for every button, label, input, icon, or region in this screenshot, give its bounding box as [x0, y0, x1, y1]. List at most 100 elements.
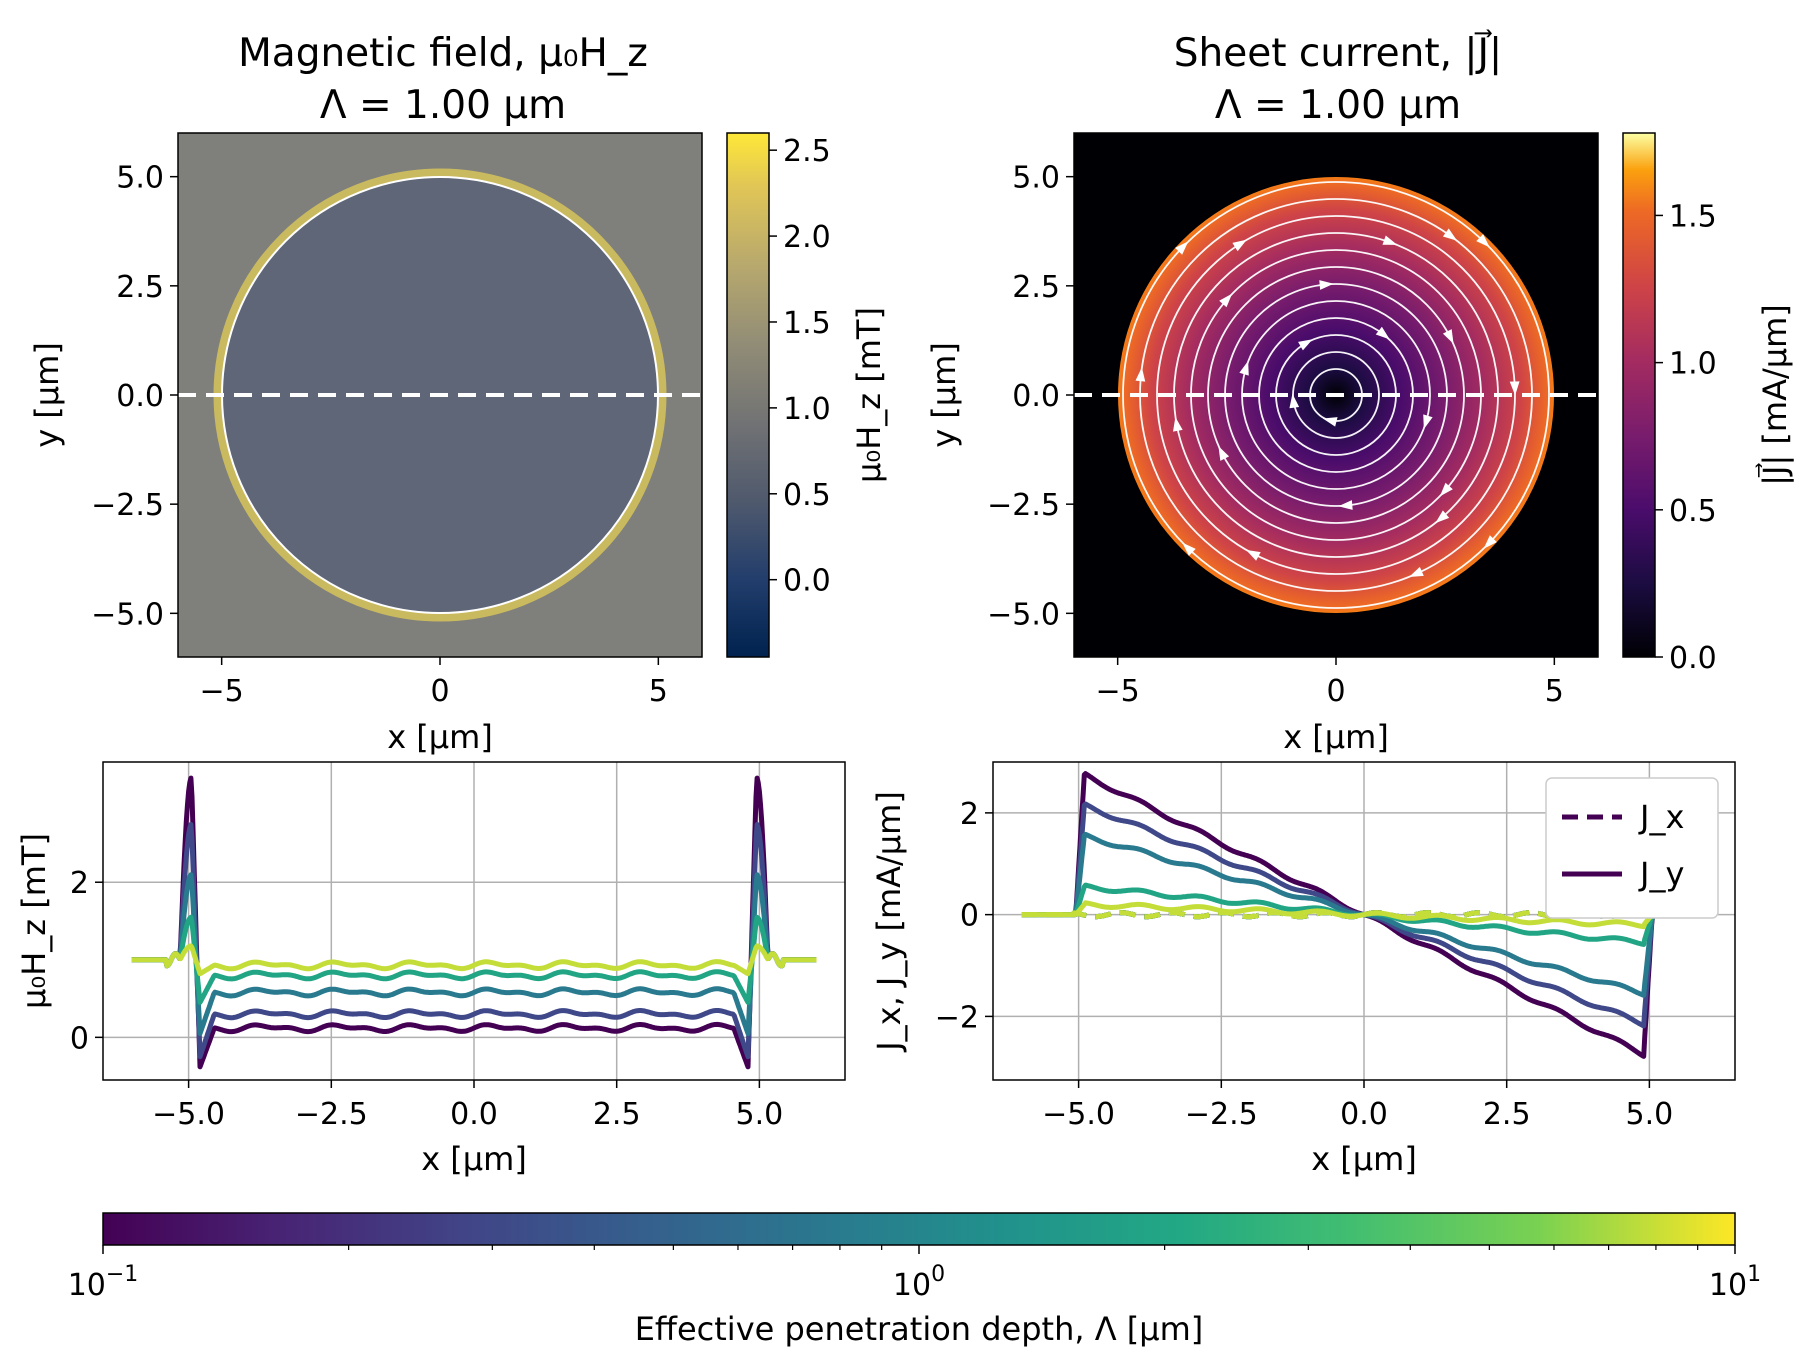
colorbar-tick-label: 100 — [893, 1262, 945, 1303]
streamline-arrow — [1298, 339, 1313, 351]
x-tick-label: 0.0 — [1340, 1097, 1388, 1132]
streamline-arrow — [1423, 414, 1433, 430]
y-tick-label: −2.5 — [91, 488, 164, 523]
panel4-ticks: −5.0 −2.5 0.0 2.5 5.0 −2 0 2 — [935, 797, 1673, 1132]
streamline-arrow — [1173, 416, 1183, 432]
y-tick-label: −2.5 — [987, 488, 1060, 523]
colorbar-tick-label: 2.5 — [783, 134, 831, 169]
streamline-arrow — [1289, 393, 1300, 409]
colorbar-tick-label: 101 — [1709, 1262, 1761, 1303]
field-colorbar-label: μ₀H_z [mT] — [850, 307, 888, 483]
x-tick-label: 0 — [1326, 674, 1345, 709]
legend-jx-label: J_x — [1638, 798, 1684, 836]
x-tick-label: 2.5 — [593, 1097, 641, 1132]
x-tick-label: 0.0 — [450, 1097, 498, 1132]
colorbar-tick-label: 0.0 — [783, 564, 831, 599]
panel1-ylabel: y [μm] — [28, 342, 66, 448]
legend: J_x J_y — [1545, 777, 1719, 919]
legend-box — [1545, 777, 1719, 919]
y-tick-label: 5.0 — [1012, 161, 1060, 196]
streamline-arrow — [1442, 228, 1458, 241]
y-tick-label: 0.0 — [1012, 379, 1060, 414]
jy-line — [1020, 900, 1708, 930]
x-tick-label: 2.5 — [1483, 1097, 1531, 1132]
streamline-arrow — [1182, 542, 1196, 556]
colorbar-label: Effective penetration depth, Λ [μm] — [635, 1310, 1204, 1348]
panel3-ticks: −5.0 −2.5 0.0 2.5 5.0 0 2 — [70, 866, 783, 1132]
magnetic-field-panel: Magnetic field, μ₀H_z Λ = 1.00 μm −5 0 5−5… — [28, 31, 888, 756]
colorbar-ticks: 10−1 100 101 — [68, 1245, 1761, 1303]
streamline-arrow — [1239, 360, 1249, 376]
x-tick-label: −5.0 — [1042, 1097, 1115, 1132]
x-tick-label: 5 — [1545, 674, 1564, 709]
x-tick-label: −2.5 — [295, 1097, 368, 1132]
colorbar-tick-label: 2.0 — [783, 220, 831, 255]
panel4-xlabel: x [μm] — [1311, 1140, 1417, 1178]
colorbar-tick-label: 0.5 — [1669, 494, 1717, 529]
panel2-ticks: −5 0 5 −5.0 −2.5 0.0 2.5 5.0 — [987, 161, 1564, 709]
current-colorbar — [1622, 132, 1656, 658]
y-tick-label: 0 — [70, 1021, 89, 1056]
streamline-arrow — [1246, 549, 1261, 561]
streamline-arrow — [1442, 329, 1454, 344]
current-linecut-panel: −5.0 −2.5 0.0 2.5 5.0 −2 0 2 x [μm] J_x, J_y [m… — [870, 761, 1736, 1178]
panel2-title-line1: Sheet current, |J⃗| — [1174, 29, 1502, 76]
current-colorbar-ticks: 0.0 0.5 1.0 1.5 — [1655, 199, 1717, 676]
colorbar-tick-label: 0.0 — [1669, 641, 1717, 676]
colorbar-tick-label: 0.5 — [783, 478, 831, 513]
streamline-arrow — [1476, 234, 1490, 248]
x-tick-label: 0 — [430, 674, 449, 709]
y-tick-label: −5.0 — [987, 597, 1060, 632]
x-tick-label: −5.0 — [152, 1097, 225, 1132]
streamline-arrow — [1439, 482, 1453, 497]
panel1-title-line1: Magnetic field, μ₀H_z — [238, 31, 648, 76]
streamline-arrow — [1219, 293, 1233, 308]
panel3-xlabel: x [μm] — [421, 1140, 527, 1178]
colorbar-tick-label: 1.5 — [1669, 199, 1717, 234]
streamline-arrow — [1322, 417, 1338, 427]
streamline-arrow — [1338, 500, 1353, 510]
y-tick-label: 2 — [960, 797, 979, 832]
field-profile-line — [130, 943, 818, 977]
streamline-arrow — [1375, 326, 1390, 340]
field-colorbar-ticks: 0.0 0.5 1.0 1.5 2.0 2.5 — [769, 134, 831, 599]
penetration-depth-colorbar: 10−1 100 101 Effective penetration depth, … — [68, 1212, 1761, 1348]
field-profile-line — [130, 914, 818, 1005]
field-colorbar — [726, 132, 770, 658]
x-tick-label: −5 — [1096, 674, 1140, 709]
y-tick-label: −5.0 — [91, 597, 164, 632]
y-tick-label: 2 — [70, 866, 89, 901]
panel3-series — [130, 775, 818, 1070]
streamline-arrow — [1483, 535, 1497, 549]
panel3-ylabel: μ₀H_z [mT] — [15, 833, 53, 1009]
x-tick-label: 5.0 — [1626, 1097, 1674, 1132]
y-tick-label: −2 — [935, 1000, 979, 1035]
legend-jy-label: J_y — [1638, 855, 1684, 893]
colorbar-tick-label: 10−1 — [68, 1262, 139, 1303]
panel1-xlabel: x [μm] — [387, 718, 493, 756]
streamline — [1207, 266, 1465, 524]
streamline-arrow — [1435, 510, 1450, 524]
field-linecut-panel: −5.0 −2.5 0.0 2.5 5.0 0 2 x [μm] μ₀H_z [mT] — [15, 761, 846, 1178]
x-tick-label: 5.0 — [736, 1097, 784, 1132]
colorbar-tick-label: 1.0 — [783, 392, 831, 427]
x-tick-label: −2.5 — [1185, 1097, 1258, 1132]
y-tick-label: 5.0 — [116, 161, 164, 196]
streamline-arrow — [1175, 241, 1189, 255]
streamline-arrow — [1382, 235, 1398, 245]
streamline-arrow — [1218, 446, 1230, 461]
y-tick-label: 2.5 — [116, 270, 164, 305]
panel2-title-line2: Λ = 1.00 μm — [1215, 83, 1461, 128]
y-tick-label: 0.0 — [116, 379, 164, 414]
panel1-title-line2: Λ = 1.00 μm — [320, 83, 566, 128]
x-tick-label: −5 — [200, 674, 244, 709]
field-profile-line — [130, 775, 818, 1070]
streamline-arrow — [1135, 367, 1146, 382]
streamline-arrow — [1232, 239, 1247, 252]
panel1-ticks: −5 0 5 −5.0 −2.5 0.0 2.5 5.0 — [91, 161, 668, 709]
field-profile-line — [130, 822, 818, 1060]
y-tick-label: 2.5 — [1012, 270, 1060, 305]
streamline — [1122, 181, 1550, 609]
colorbar-tick-label: 1.0 — [1669, 347, 1717, 382]
panel4-ylabel: J_x, J_y [mA/μm] — [870, 791, 908, 1053]
